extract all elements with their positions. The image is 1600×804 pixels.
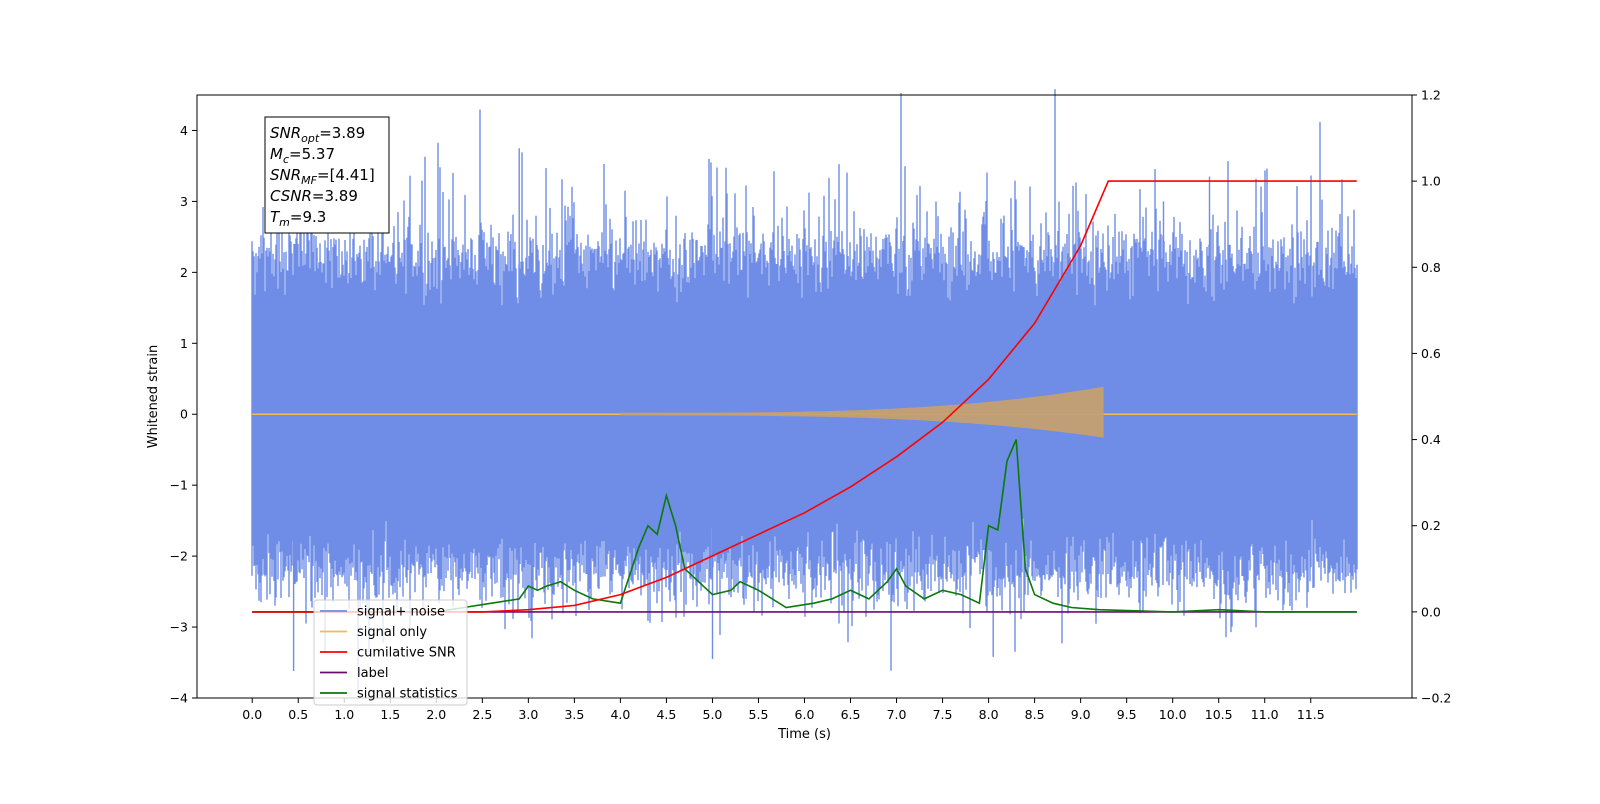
y2-tick-label: 0.0 bbox=[1421, 604, 1441, 619]
x-tick-label: 0.5 bbox=[288, 707, 308, 722]
x-tick-label: 10.5 bbox=[1205, 707, 1233, 722]
x-tick-label: 8.5 bbox=[1025, 707, 1045, 722]
annotation-frame bbox=[264, 116, 390, 234]
x-tick-label: 0.0 bbox=[242, 707, 262, 722]
x-tick-label: 10.0 bbox=[1159, 707, 1187, 722]
y-tick-label: 3 bbox=[180, 194, 188, 209]
x-tick-label: 1.0 bbox=[334, 707, 354, 722]
x-tick-label: 4.5 bbox=[656, 707, 676, 722]
axes: 0.0 0.5 1.0 1.5 2.0 2.5 3.0 3.5 4.0 4.5 5.0 5.5 6.0 6… bbox=[170, 88, 1452, 723]
annotation-line: SNRMF=[4.41] bbox=[270, 166, 375, 187]
series-signal-only bbox=[252, 386, 1357, 438]
annotation-line: CSNR=3.89 bbox=[270, 187, 358, 205]
legend-label: signal+ noise bbox=[357, 605, 445, 620]
x-tick-label: 5.0 bbox=[703, 707, 723, 722]
x-tick-label: 11.5 bbox=[1297, 707, 1325, 722]
y2-tick-label: −0.2 bbox=[1421, 691, 1451, 706]
y-tick-label: −3 bbox=[170, 620, 188, 635]
x-tick-label: 3.5 bbox=[564, 707, 584, 722]
y-axis-label: Whitened strain bbox=[146, 345, 161, 448]
y-tick-label: −2 bbox=[170, 549, 188, 564]
y-tick-label: 0 bbox=[180, 407, 188, 422]
legend-label: signal statistics bbox=[357, 687, 458, 702]
annotation-line: Mc=5.37 bbox=[270, 145, 335, 166]
x-tick-label: 6.5 bbox=[841, 707, 861, 722]
signal-only-envelope bbox=[620, 386, 1104, 438]
x-tick-label: 5.5 bbox=[749, 707, 769, 722]
y2-tick-label: 0.6 bbox=[1421, 346, 1441, 361]
y2-tick-label: 1.2 bbox=[1421, 88, 1441, 103]
y-tick-label: 2 bbox=[180, 265, 188, 280]
x-tick-label: 2.0 bbox=[426, 707, 446, 722]
y2-tick-label: 0.8 bbox=[1421, 260, 1441, 275]
y-tick-label: 1 bbox=[180, 336, 188, 351]
legend-label: signal only bbox=[357, 625, 427, 640]
y2-tick-label: 1.0 bbox=[1421, 174, 1441, 189]
x-tick-label: 3.0 bbox=[518, 707, 538, 722]
x-tick-label: 9.0 bbox=[1071, 707, 1091, 722]
y-tick-label: −4 bbox=[170, 691, 188, 706]
signal-statistics-line bbox=[252, 439, 1357, 613]
y2-tick-label: 0.4 bbox=[1421, 432, 1441, 447]
x-tick-label: 11.0 bbox=[1251, 707, 1279, 722]
x-tick-label: 7.5 bbox=[933, 707, 953, 722]
x-tick-label: 4.0 bbox=[610, 707, 630, 722]
annotation-line: Tm=9.3 bbox=[270, 208, 326, 229]
x-tick-label: 1.5 bbox=[380, 707, 400, 722]
x-axis-label: Time (s) bbox=[777, 727, 831, 742]
y-tick-label: 4 bbox=[180, 123, 188, 138]
legend: signal+ noise signal only cumilative SNR la… bbox=[313, 599, 468, 706]
cumulative-snr-line bbox=[252, 180, 1357, 613]
x-tick-label: 6.0 bbox=[795, 707, 815, 722]
y-tick-label: −1 bbox=[170, 478, 188, 493]
annotation-line: SNRopt=3.89 bbox=[270, 124, 365, 145]
x-tick-label: 8.0 bbox=[979, 707, 999, 722]
legend-label: cumilative SNR bbox=[357, 646, 456, 661]
legend-frame bbox=[313, 599, 468, 706]
x-tick-label: 2.5 bbox=[472, 707, 492, 722]
x-tick-label: 7.0 bbox=[887, 707, 907, 722]
y2-tick-label: 0.2 bbox=[1421, 518, 1441, 533]
legend-label: label bbox=[357, 666, 388, 681]
x-tick-label: 9.5 bbox=[1117, 707, 1137, 722]
